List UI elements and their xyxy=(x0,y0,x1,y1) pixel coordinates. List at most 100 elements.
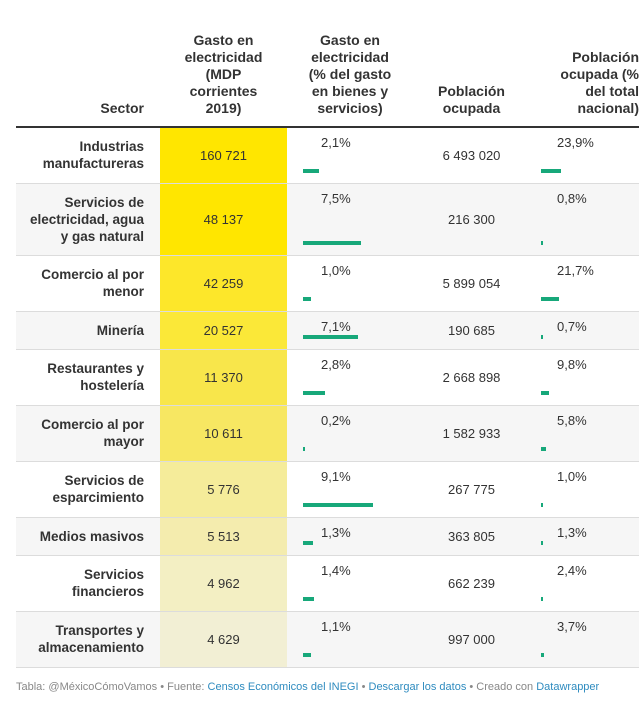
sector-cell: Comercio al por menor xyxy=(16,255,160,312)
poblacion-cell: 6 493 020 xyxy=(413,127,530,184)
header-gasto-pct[interactable]: Gasto en electricidad (% del gasto en biene… xyxy=(287,0,413,128)
poblacion-pct-bar xyxy=(541,502,543,507)
gasto-pct-cell: 1,1% xyxy=(287,611,413,668)
poblacion-pct-value: 0,8% xyxy=(557,190,587,206)
header-sector[interactable]: Sector xyxy=(16,0,160,128)
gasto-pct-bar xyxy=(303,334,358,339)
gasto-pct-bar xyxy=(303,240,361,245)
source-link[interactable]: Censos Económicos del INEGI xyxy=(207,681,359,693)
poblacion-pct-cell: 23,9% xyxy=(530,127,639,184)
poblacion-cell: 190 685 xyxy=(413,311,530,350)
table-row: Comercio al por mayor 10 611 0,2% 1 582 933 5… xyxy=(16,405,639,462)
header-row: Sector Gasto en electricidad (MDP corriente… xyxy=(16,0,639,128)
poblacion-cell: 2 668 898 xyxy=(413,349,530,406)
footer-separator: • xyxy=(466,681,477,693)
poblacion-cell: 662 239 xyxy=(413,555,530,612)
poblacion-pct-value: 21,7% xyxy=(557,262,594,278)
download-data-link[interactable]: Descargar los datos xyxy=(368,681,467,693)
table-row: Comercio al por menor 42 259 1,0% 5 899 054 2… xyxy=(16,255,639,312)
gasto-mdp-cell: 4 629 xyxy=(160,611,287,668)
poblacion-pct-cell: 1,3% xyxy=(530,517,639,556)
gasto-pct-cell: 7,5% xyxy=(287,183,413,256)
sector-cell: Medios masivos xyxy=(16,517,160,556)
table-row: Medios masivos 5 513 1,3% 363 805 1,3% xyxy=(16,517,639,556)
poblacion-cell: 216 300 xyxy=(413,183,530,256)
header-poblacion-pct[interactable]: Población ocupada (% del total nacional) xyxy=(530,0,639,128)
gasto-pct-bar xyxy=(303,390,325,395)
gasto-pct-bar xyxy=(303,168,320,173)
gasto-pct-cell: 2,8% xyxy=(287,349,413,406)
sector-cell: Transportes y almacenamiento xyxy=(16,611,160,668)
gasto-pct-value: 1,1% xyxy=(321,618,351,634)
header-gasto-mdp[interactable]: Gasto en electricidad (MDP corrientes 2019) xyxy=(160,0,287,128)
poblacion-cell: 1 582 933 xyxy=(413,405,530,462)
gasto-mdp-cell: 11 370 xyxy=(160,349,287,406)
footer-separator: • xyxy=(157,681,168,693)
gasto-pct-value: 1,0% xyxy=(321,262,351,278)
gasto-pct-cell: 9,1% xyxy=(287,461,413,518)
gasto-pct-cell: 0,2% xyxy=(287,405,413,462)
gasto-pct-value: 7,1% xyxy=(321,318,351,334)
poblacion-pct-cell: 3,7% xyxy=(530,611,639,668)
gasto-pct-value: 1,4% xyxy=(321,562,351,578)
poblacion-pct-bar xyxy=(541,596,543,601)
sector-cell: Minería xyxy=(16,311,160,350)
gasto-pct-value: 9,1% xyxy=(321,468,351,484)
poblacion-pct-value: 1,0% xyxy=(557,468,587,484)
gasto-pct-bar xyxy=(303,540,313,545)
footer-created-label: Creado con xyxy=(476,681,537,693)
gasto-mdp-cell: 5 776 xyxy=(160,461,287,518)
poblacion-pct-cell: 9,8% xyxy=(530,349,639,406)
gasto-pct-cell: 1,3% xyxy=(287,517,413,556)
poblacion-pct-cell: 21,7% xyxy=(530,255,639,312)
sector-cell: Restaurantes y hostelería xyxy=(16,349,160,406)
sector-cell: Industrias manufactureras xyxy=(16,127,160,184)
table-row: Servicios de electricidad, agua y gas natu… xyxy=(16,183,639,256)
gasto-mdp-cell: 10 611 xyxy=(160,405,287,462)
gasto-pct-value: 0,2% xyxy=(321,412,351,428)
poblacion-pct-bar xyxy=(541,652,545,657)
poblacion-pct-value: 2,4% xyxy=(557,562,587,578)
footer-source-label: Fuente: xyxy=(167,681,208,693)
table-body: Industrias manufactureras 160 721 2,1% 6 493… xyxy=(16,127,639,668)
table-row: Transportes y almacenamiento 4 629 1,1% 997 … xyxy=(16,611,639,668)
gasto-pct-bar xyxy=(303,502,373,507)
footer-separator: • xyxy=(358,681,369,693)
sector-cell: Servicios de esparcimiento xyxy=(16,461,160,518)
gasto-pct-bar xyxy=(303,446,305,451)
header-poblacion[interactable]: Población ocupada xyxy=(413,0,530,128)
datawrapper-link[interactable]: Datawrapper xyxy=(536,681,600,693)
gasto-pct-bar xyxy=(303,652,312,657)
table-row: Restaurantes y hostelería 11 370 2,8% 2 668 … xyxy=(16,349,639,406)
footer-credit: Tabla: @MéxicoCómoVamos xyxy=(16,681,158,693)
poblacion-cell: 267 775 xyxy=(413,461,530,518)
poblacion-cell: 997 000 xyxy=(413,611,530,668)
gasto-mdp-cell: 20 527 xyxy=(160,311,287,350)
poblacion-pct-value: 23,9% xyxy=(557,135,594,150)
poblacion-pct-bar xyxy=(541,168,561,173)
gasto-mdp-cell: 4 962 xyxy=(160,555,287,612)
sector-cell: Comercio al por mayor xyxy=(16,405,160,462)
sector-cell: Servicios de electricidad, agua y gas natu… xyxy=(16,183,160,256)
gasto-pct-value: 1,3% xyxy=(321,524,351,540)
poblacion-pct-cell: 2,4% xyxy=(530,555,639,612)
poblacion-pct-value: 3,7% xyxy=(557,618,587,634)
poblacion-cell: 5 899 054 xyxy=(413,255,530,312)
table-row: Servicios financieros 4 962 1,4% 662 239 2,4% xyxy=(16,555,639,612)
gasto-pct-value: 2,1% xyxy=(321,135,351,150)
poblacion-pct-bar xyxy=(541,334,543,339)
poblacion-pct-bar xyxy=(541,240,543,245)
poblacion-cell: 363 805 xyxy=(413,517,530,556)
poblacion-pct-cell: 1,0% xyxy=(530,461,639,518)
poblacion-pct-bar xyxy=(541,540,543,545)
poblacion-pct-cell: 0,7% xyxy=(530,311,639,350)
gasto-pct-cell: 1,4% xyxy=(287,555,413,612)
poblacion-pct-cell: 0,8% xyxy=(530,183,639,256)
sector-cell: Servicios financieros xyxy=(16,555,160,612)
gasto-mdp-cell: 160 721 xyxy=(160,127,287,184)
gasto-pct-cell: 2,1% xyxy=(287,127,413,184)
poblacion-pct-bar xyxy=(541,446,546,451)
table-row: Minería 20 527 7,1% 190 685 0,7% xyxy=(16,311,639,350)
poblacion-pct-value: 1,3% xyxy=(557,524,587,540)
gasto-mdp-cell: 48 137 xyxy=(160,183,287,256)
